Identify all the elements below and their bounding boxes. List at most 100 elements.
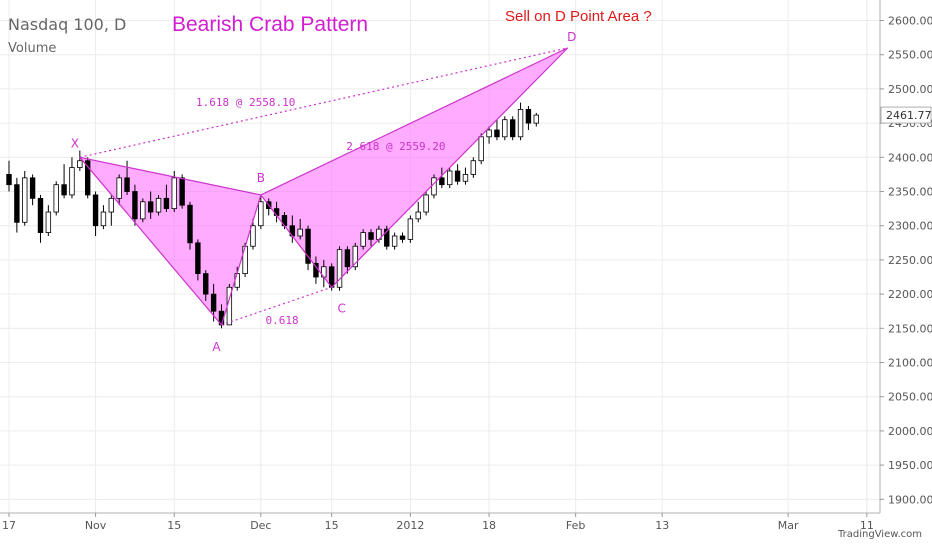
candle-body: [61, 184, 67, 196]
candle-body: [439, 177, 445, 186]
fib-labels: 1.618 @ 2558.10 2.618 @ 2559.20 0.618: [196, 96, 446, 327]
candle: [509, 116, 516, 141]
candle-body: [478, 136, 484, 162]
candle: [132, 184, 138, 226]
leg-bc: [260, 194, 333, 288]
candle-body: [195, 242, 201, 275]
candle-body: [45, 211, 52, 233]
candle: [171, 171, 177, 213]
candle-body: [108, 197, 115, 213]
candle-body: [179, 177, 185, 206]
price-tick-label: 2350.00: [888, 186, 932, 199]
candle: [250, 218, 256, 250]
candle: [344, 246, 351, 274]
candle-body: [124, 177, 130, 192]
candle-body: [155, 197, 162, 213]
candle: [258, 194, 264, 230]
candle-body: [273, 208, 280, 216]
candle: [478, 133, 484, 165]
candle-body: [100, 211, 107, 227]
candle: [297, 218, 303, 240]
candle-body: [352, 245, 358, 268]
candle: [454, 164, 461, 185]
candle: [6, 160, 12, 192]
candles: [6, 102, 539, 329]
candle-body: [470, 160, 477, 175]
candle: [415, 201, 421, 223]
candle-body: [77, 160, 83, 168]
candle: [108, 194, 115, 226]
bcd-triangle: [260, 47, 568, 288]
last-price-marker: 2461.77: [880, 106, 932, 124]
time-tick-label: 11: [860, 519, 874, 532]
candle: [195, 239, 201, 281]
candle-body: [14, 184, 20, 223]
candle-body: [297, 228, 303, 237]
time-tick-label: 15: [167, 519, 181, 532]
candle-body: [525, 109, 532, 124]
candle-body: [305, 228, 311, 264]
candle: [37, 194, 44, 243]
crab-pattern-lines: [79, 47, 569, 326]
price-tick-label: 2250.00: [888, 254, 932, 267]
candle: [462, 167, 469, 185]
candle-body: [37, 197, 44, 233]
xab-triangle: [79, 157, 261, 325]
price-tick-label: 1950.00: [888, 459, 932, 472]
leg-db: [260, 47, 569, 196]
time-tick-label: 18: [482, 519, 496, 532]
candle: [187, 201, 193, 250]
candle: [486, 126, 492, 144]
point-label-b: B: [257, 171, 265, 185]
candle-body: [132, 191, 138, 220]
candle-body: [517, 109, 524, 138]
candle-body: [502, 119, 508, 138]
candle-body: [234, 273, 240, 288]
candle: [116, 174, 122, 206]
candle: [22, 171, 28, 226]
candle-body: [407, 218, 414, 240]
candle: [502, 116, 508, 141]
price-tick-label: 2500.00: [888, 83, 932, 96]
candle: [439, 167, 445, 189]
price-axis: 1900.00 1950.00 2000.00 2050.00 2100.00 2150.…: [879, 0, 932, 513]
candle-body: [258, 201, 264, 227]
candle-body: [447, 170, 453, 186]
candle: [163, 184, 170, 213]
candle: [336, 246, 343, 291]
labels: Nasdaq 100, D Volume Bearish Crab Patter…: [8, 8, 922, 540]
time-tick-label: Dec: [250, 519, 271, 532]
volume-label: Volume: [8, 41, 56, 56]
price-tick-label: 2100.00: [888, 357, 932, 370]
candle-body: [6, 174, 12, 186]
candle-body: [336, 249, 343, 288]
leg-ab: [220, 194, 262, 326]
candle-body: [454, 170, 461, 182]
price-tick-label: 1900.00: [888, 493, 932, 506]
price-tick-label: 2000.00: [888, 425, 932, 438]
candle: [100, 205, 107, 230]
time-tick-label: 13: [655, 519, 669, 532]
candle-body: [399, 235, 406, 240]
candle-body: [462, 174, 469, 182]
candle: [423, 191, 429, 216]
candle-body: [210, 293, 217, 312]
price-tick-label: 2200.00: [888, 288, 932, 301]
candle: [140, 198, 146, 223]
candle: [61, 164, 67, 199]
time-tick-label: 2012: [396, 519, 424, 532]
candle: [305, 225, 311, 271]
time-tick-label: Nov: [85, 519, 107, 532]
candle-body: [431, 177, 437, 196]
candle: [352, 242, 358, 271]
time-tick-label: 17: [2, 519, 16, 532]
candle-body: [384, 228, 390, 247]
candle-body: [360, 232, 366, 247]
candle-body: [22, 177, 28, 223]
candle: [124, 160, 130, 195]
leg-xa: [79, 156, 222, 326]
leg-bx: [79, 156, 261, 196]
candle-body: [85, 160, 91, 196]
tradingview-watermark: TradingView.com: [837, 529, 922, 540]
